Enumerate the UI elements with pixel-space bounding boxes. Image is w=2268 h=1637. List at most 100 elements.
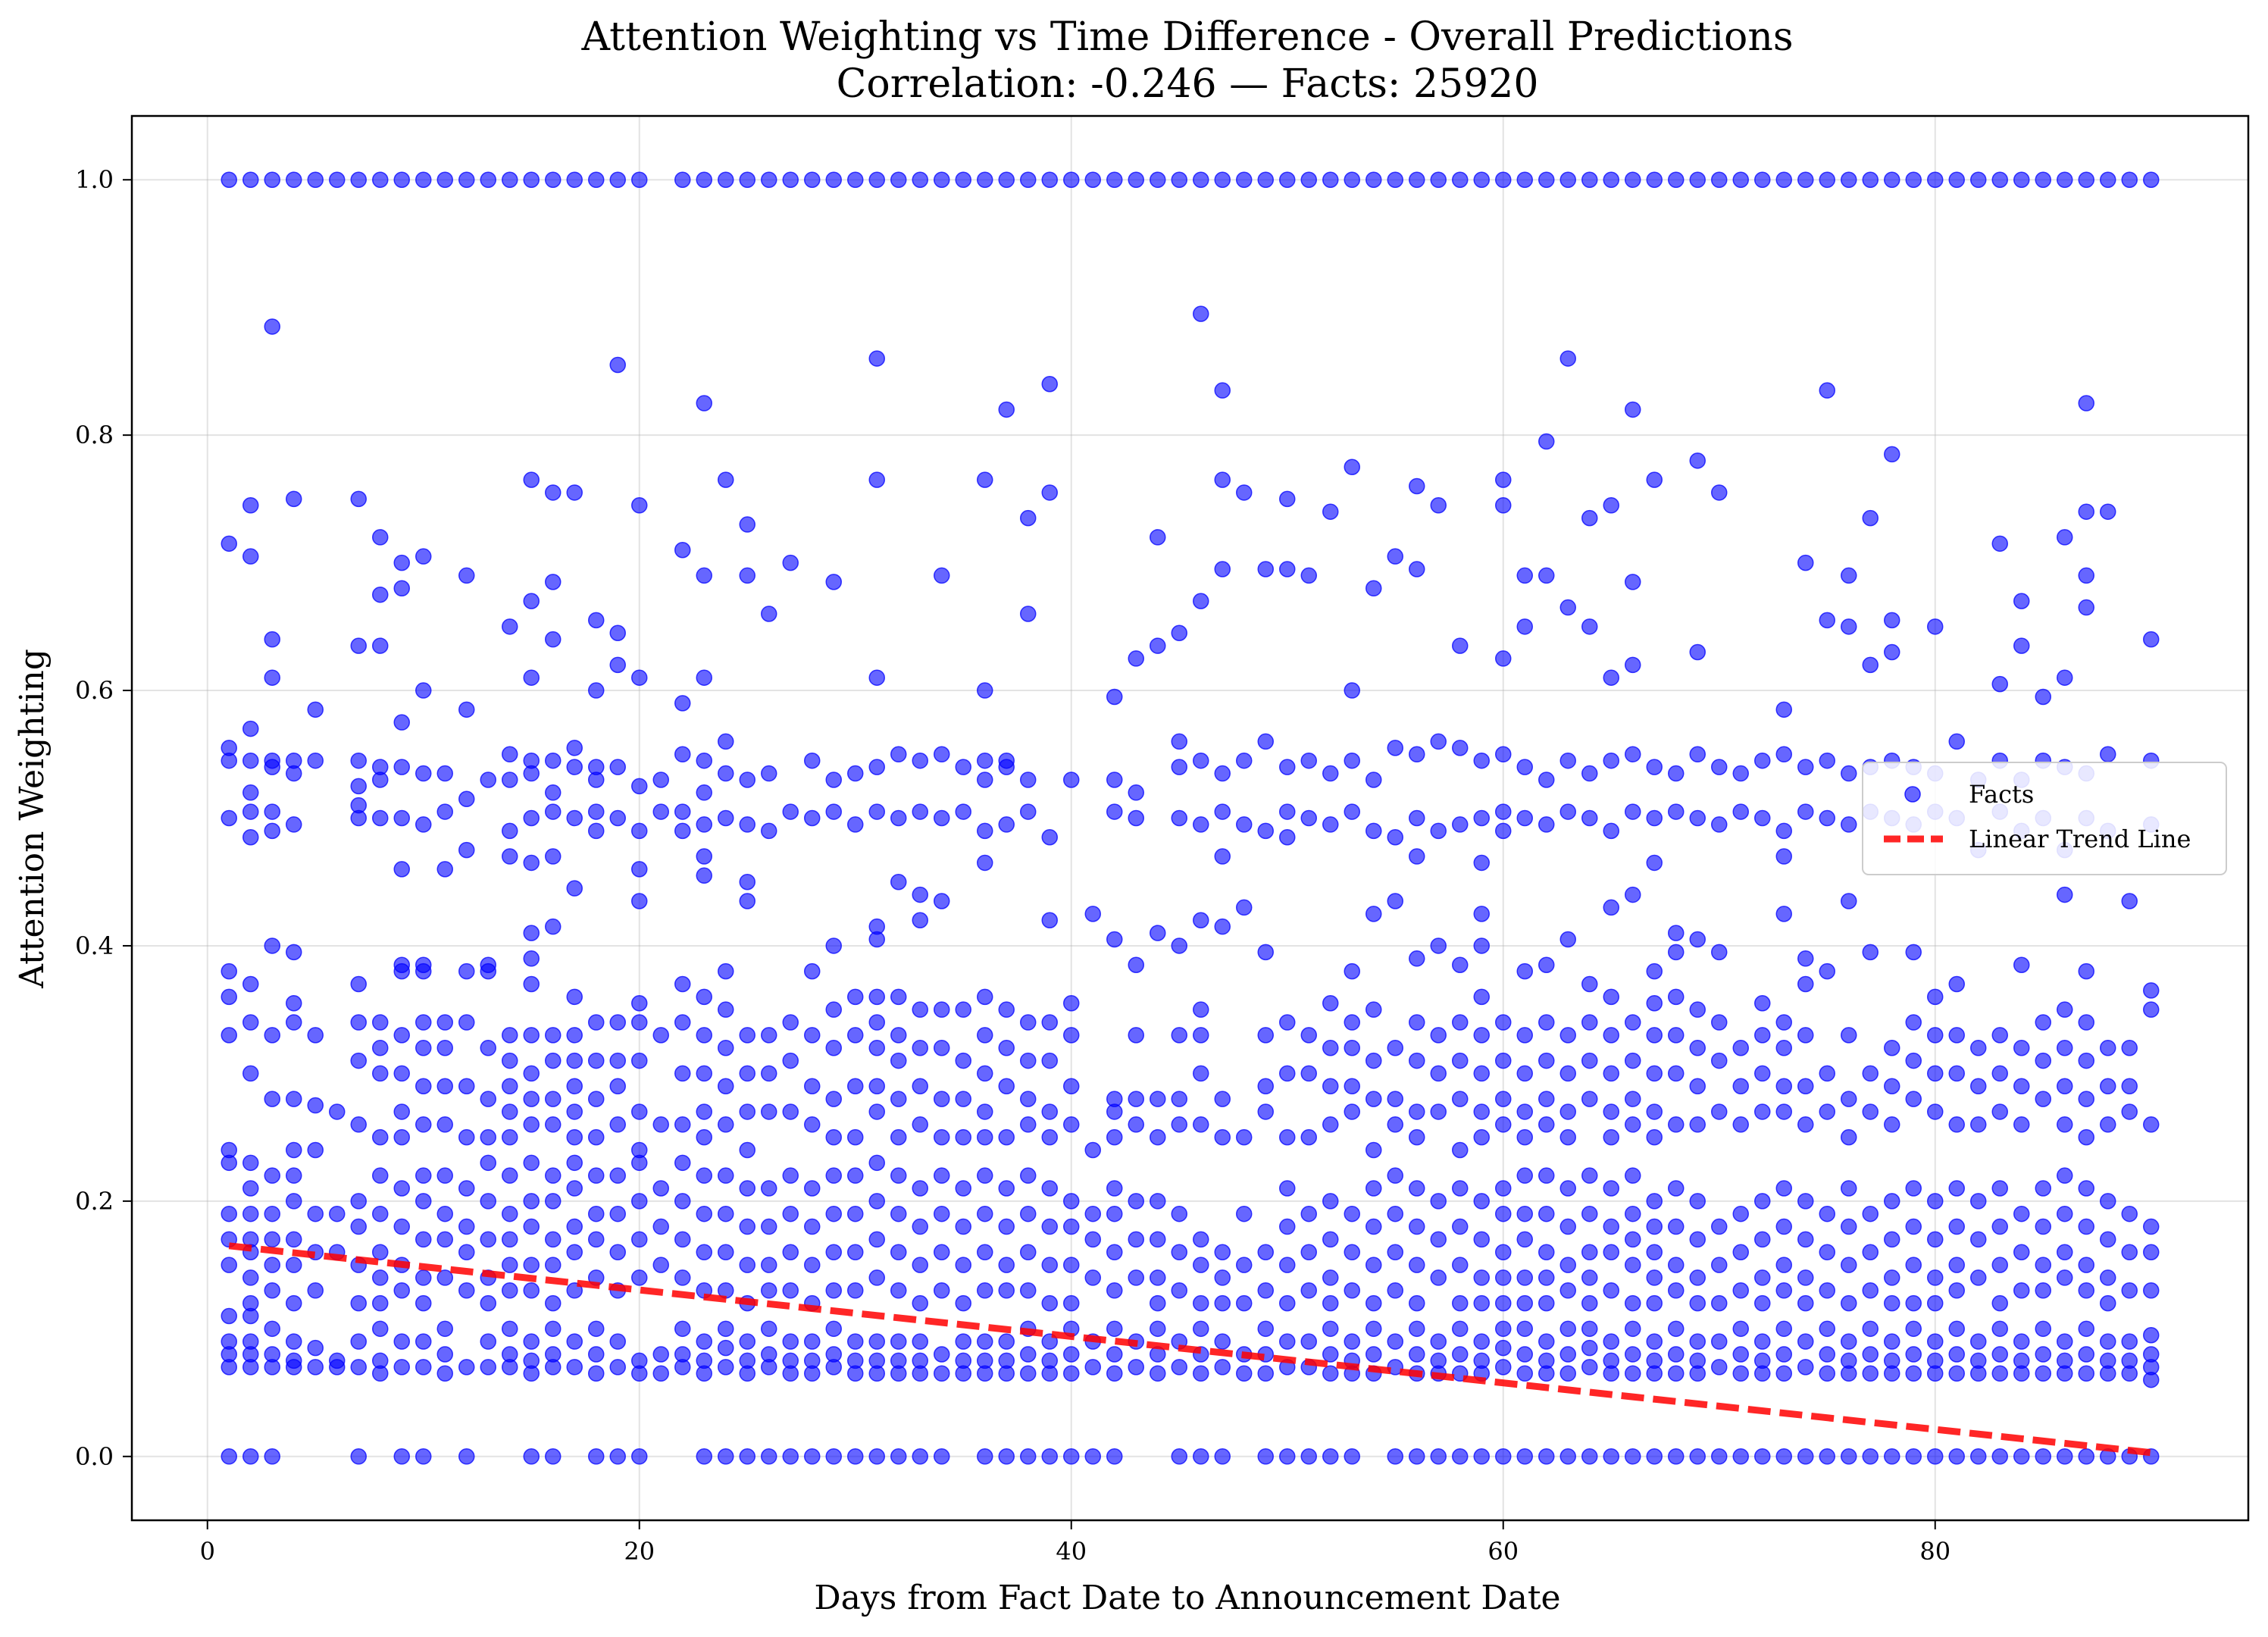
scatter-point — [1559, 1180, 1576, 1197]
scatter-point — [1279, 1218, 1296, 1235]
scatter-point — [350, 1052, 367, 1069]
scatter-point — [1214, 1333, 1231, 1350]
scatter-point — [1559, 1218, 1576, 1235]
scatter-point — [718, 733, 734, 750]
scatter-point — [1365, 772, 1382, 788]
scatter-point — [502, 1167, 518, 1184]
scatter-point — [1603, 669, 1619, 686]
scatter-point — [502, 822, 518, 840]
scatter-point — [2078, 1218, 2094, 1235]
scatter-point — [458, 1282, 475, 1299]
scatter-point — [1581, 975, 1598, 993]
scatter-point — [1581, 1167, 1598, 1184]
scatter-point — [1862, 1320, 1879, 1338]
scatter-point — [1150, 1091, 1166, 1107]
legend-facts-marker — [1904, 786, 1921, 803]
scatter-point — [502, 1027, 518, 1044]
scatter-point — [1063, 1294, 1080, 1312]
scatter-point — [1084, 1205, 1101, 1222]
scatter-point — [1862, 656, 1879, 674]
scatter-point — [631, 995, 648, 1012]
scatter-point — [1538, 1244, 1555, 1260]
scatter-point — [934, 893, 950, 909]
scatter-point — [1668, 1218, 1685, 1235]
scatter-point — [1905, 1448, 1922, 1465]
scatter-point — [696, 1103, 712, 1120]
scatter-point — [372, 1269, 389, 1286]
scatter-point — [1473, 1333, 1490, 1350]
scatter-point — [1171, 1027, 1187, 1044]
scatter-point — [1300, 1065, 1317, 1082]
scatter-point — [2100, 1078, 2116, 1095]
scatter-point — [1689, 1269, 1706, 1286]
scatter-point — [1473, 906, 1490, 922]
scatter-point — [1625, 1294, 1641, 1312]
scatter-point — [998, 816, 1015, 833]
scatter-point — [566, 988, 583, 1006]
scatter-point — [1020, 1282, 1037, 1299]
scatter-point — [1646, 471, 1663, 488]
scatter-point — [2100, 1231, 2116, 1248]
scatter-point — [307, 701, 324, 718]
scatter-point — [372, 171, 389, 188]
scatter-point — [739, 1218, 755, 1235]
scatter-point — [977, 1205, 993, 1222]
scatter-point — [1538, 1052, 1555, 1069]
scatter-point — [307, 1141, 324, 1159]
scatter-point — [1409, 848, 1425, 865]
scatter-point — [804, 1078, 821, 1095]
scatter-point — [631, 1269, 648, 1286]
scatter-point — [545, 171, 562, 188]
scatter-point — [329, 171, 346, 188]
scatter-point — [718, 962, 734, 980]
scatter-point — [1775, 701, 1792, 718]
scatter-point — [1862, 1244, 1879, 1260]
axis-ticks: 0 20 40 60 80 0.0 0.2 0.4 0.6 0.8 1.0 — [75, 165, 1950, 1566]
scatter-point — [1236, 484, 1253, 501]
scatter-point — [998, 1365, 1015, 1382]
scatter-point — [739, 873, 755, 890]
scatter-point — [2078, 567, 2094, 584]
scatter-point — [1603, 752, 1619, 769]
scatter-point — [1991, 535, 2008, 552]
scatter-point — [1775, 171, 1792, 188]
scatter-point — [977, 988, 993, 1006]
scatter-point — [1991, 1218, 2008, 1235]
scatter-point — [1732, 171, 1749, 188]
scatter-point — [1452, 1091, 1469, 1107]
scatter-point — [1797, 975, 1814, 993]
scatter-point — [1603, 1027, 1619, 1044]
scatter-point — [393, 1103, 410, 1120]
scatter-point — [2100, 1193, 2116, 1210]
scatter-point — [1387, 740, 1403, 756]
scatter-point — [1516, 1128, 1533, 1146]
scatter-point — [1841, 893, 1857, 909]
scatter-point — [1171, 1116, 1187, 1133]
scatter-point — [1322, 1269, 1339, 1286]
scatter-point — [1797, 1269, 1814, 1286]
scatter-point — [1041, 829, 1058, 846]
scatter-point — [1041, 1128, 1058, 1146]
scatter-point — [804, 1218, 821, 1235]
scatter-point — [1516, 618, 1533, 635]
scatter-point — [1063, 1257, 1080, 1273]
scatter-point — [264, 1027, 280, 1044]
scatter-point — [566, 1180, 583, 1197]
scatter-point — [545, 848, 562, 865]
scatter-point — [307, 1282, 324, 1299]
scatter-point — [890, 1448, 907, 1465]
scatter-point — [1257, 1027, 1274, 1044]
scatter-point — [1625, 1167, 1641, 1184]
scatter-point — [912, 171, 928, 188]
scatter-point — [1797, 1333, 1814, 1350]
scatter-point — [1473, 1193, 1490, 1210]
scatter-point — [264, 759, 280, 775]
scatter-point — [696, 1065, 712, 1082]
scatter-point — [761, 171, 777, 188]
scatter-point — [1257, 171, 1274, 188]
scatter-point — [1559, 752, 1576, 769]
scatter-point — [286, 1141, 302, 1159]
scatter-point — [847, 765, 864, 782]
scatter-point — [221, 535, 237, 552]
scatter-point — [1625, 1448, 1641, 1465]
